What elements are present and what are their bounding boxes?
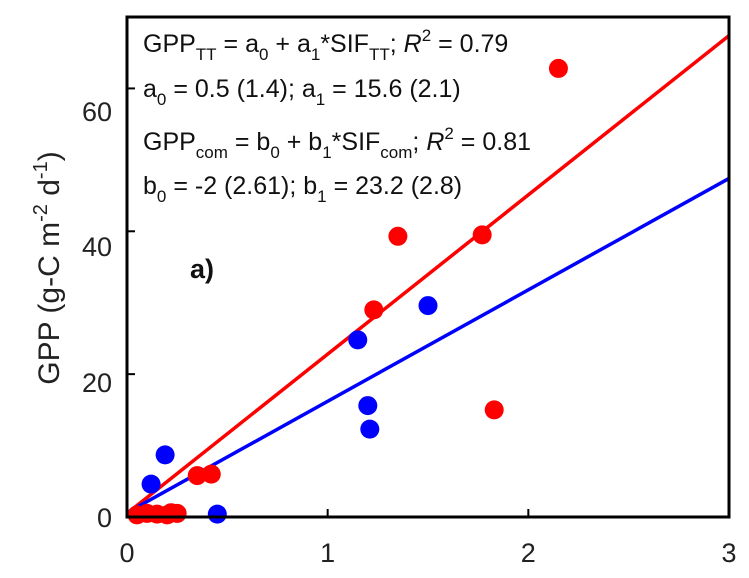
point-com-3 xyxy=(348,330,368,350)
y-tick-label-20: 20 xyxy=(82,368,112,398)
x-tick-label-3: 3 xyxy=(721,538,736,568)
point-com-6 xyxy=(418,296,438,316)
point-com-0 xyxy=(141,474,161,494)
point-tt-6 xyxy=(187,466,207,486)
y-axis-title: GPP (g-C m-2 d-1) xyxy=(30,151,66,384)
fit-line-tt xyxy=(125,34,731,515)
axis-ticks xyxy=(126,87,730,518)
data-points xyxy=(127,58,568,525)
fit-lines xyxy=(125,34,731,515)
point-tt-8 xyxy=(364,300,384,320)
equation-tt: GPPTT = a0 + a1*SIFTT; R2 = 0.79 xyxy=(143,26,508,64)
coefficients-com: b0 = -2 (2.61); b1 = 23.2 (2.8) xyxy=(143,172,462,206)
point-com-1 xyxy=(155,445,175,465)
point-com-5 xyxy=(360,419,380,439)
y-tick-label-40: 40 xyxy=(82,232,112,262)
point-tt-9 xyxy=(388,226,408,246)
plot-frame xyxy=(125,15,731,519)
point-tt-11 xyxy=(484,400,504,420)
coefficients-tt: a0 = 0.5 (1.4); a1 = 15.6 (2.1) xyxy=(143,75,461,109)
x-tick-label-0: 0 xyxy=(119,538,134,568)
point-tt-7 xyxy=(201,464,221,484)
panel-label: a) xyxy=(190,254,214,284)
point-tt-12 xyxy=(548,58,568,78)
equation-com: GPPcom = b0 + b1*SIFcom; R2 = 0.81 xyxy=(143,124,531,162)
x-tick-label-1: 1 xyxy=(320,538,335,568)
point-tt-5 xyxy=(167,503,187,523)
x-tick-label-2: 2 xyxy=(521,538,536,568)
y-tick-label-0: 0 xyxy=(97,503,112,533)
point-tt-10 xyxy=(472,225,492,245)
point-com-2 xyxy=(207,504,227,524)
y-tick-label-60: 60 xyxy=(82,97,112,127)
fit-line-com xyxy=(126,176,730,515)
point-com-4 xyxy=(358,396,378,416)
